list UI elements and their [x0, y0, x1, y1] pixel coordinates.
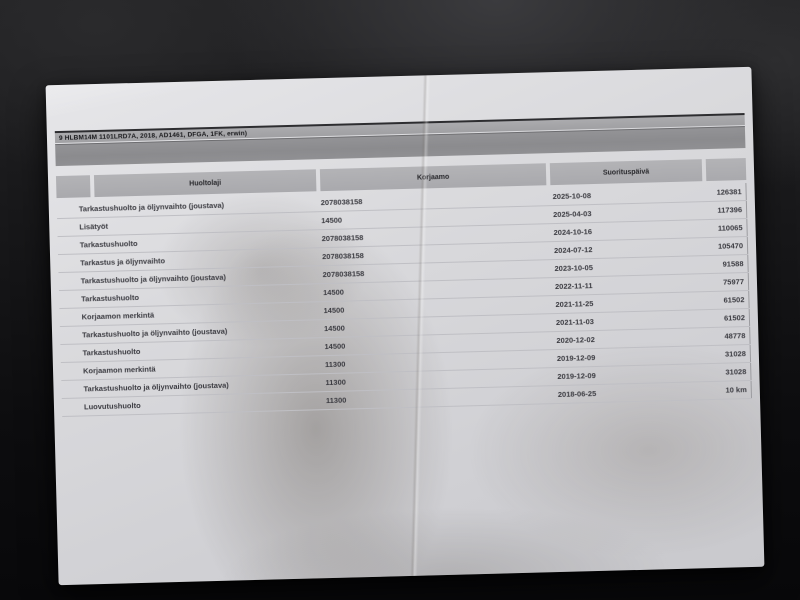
cell-korjaamo: 14500 [321, 215, 343, 226]
cell-suorituspaiva: 2024-07-12 [553, 245, 593, 256]
cell-mittarilukema: 105470 [705, 236, 749, 256]
cell-korjaamo: 11300 [325, 395, 347, 406]
table-body: Tarkastushuolto ja öljynvaihto (joustava… [56, 183, 753, 418]
cell-korjaamo: 2078038158 [322, 251, 364, 262]
cell-suorituspaiva: 2023-10-05 [554, 263, 594, 274]
cell-korjaamo: 11300 [324, 359, 346, 370]
cell-korjaamo: 2078038158 [322, 269, 365, 280]
cell-huoltolaji: Tarkastushuolto ja öljynvaihto (joustava… [80, 272, 227, 286]
cell-huoltolaji: Korjaamon merkintä [81, 310, 155, 322]
cell-mittarilukema: 10 km [709, 380, 753, 400]
cell-huoltolaji: Tarkastushuolto ja öljynvaihto (joustava… [83, 380, 229, 394]
cell-suorituspaiva: 2021-11-25 [555, 299, 594, 310]
cell-mittarilukema: 31028 [709, 362, 752, 382]
cell-korjaamo: 14500 [323, 305, 345, 316]
cell-korjaamo: 14500 [323, 323, 346, 334]
cell-mittarilukema: 75977 [706, 272, 750, 292]
paper-document: 9 HLBM14M 1101LRD7A, 2018, AD1461, DFGA,… [45, 66, 765, 586]
cell-huoltolaji: Luovutushuolto [83, 400, 141, 412]
cell-suorituspaiva: 2022-11-11 [554, 281, 593, 292]
cell-korjaamo: 2078038158 [321, 233, 364, 244]
cell-suorituspaiva: 2024-10-16 [553, 227, 593, 238]
cell-suorituspaiva: 2019-12-09 [557, 371, 596, 382]
cell-huoltolaji: Tarkastushuolto [81, 292, 140, 304]
header-cell-empty-right [705, 158, 747, 182]
cell-mittarilukema: 110065 [705, 219, 748, 238]
header-suorituspaiva: Suorituspäivä [549, 159, 703, 186]
cell-huoltolaji: Tarkastushuolto [82, 346, 141, 358]
cell-mittarilukema: 31028 [708, 344, 752, 364]
cell-korjaamo: 14500 [322, 287, 345, 298]
cell-mittarilukema: 126381 [704, 183, 747, 202]
cell-suorituspaiva: 2019-12-09 [556, 353, 596, 364]
cell-korjaamo: 14500 [324, 341, 346, 352]
cell-mittarilukema: 117396 [704, 201, 748, 220]
cell-huoltolaji: Tarkastushuolto [79, 238, 138, 250]
cell-mittarilukema: 61502 [707, 308, 751, 328]
header-korjaamo: Korjaamo [319, 163, 547, 192]
cell-korjaamo: 11300 [325, 377, 347, 388]
header-huoltolaji: Huoltolaji [93, 169, 317, 198]
cell-huoltolaji: Tarkastushuolto ja öljynvaihto (joustava… [82, 326, 228, 340]
cell-mittarilukema: 91588 [706, 254, 749, 274]
cell-suorituspaiva: 2021-11-03 [555, 317, 595, 328]
cell-huoltolaji: Tarkastus ja öljynvaihto [80, 256, 166, 268]
cell-suorituspaiva: 2020-12-02 [556, 335, 595, 346]
cell-huoltolaji: Lisätyöt [79, 221, 109, 232]
cell-suorituspaiva: 2025-10-08 [552, 191, 592, 202]
cell-huoltolaji: Tarkastushuolto ja öljynvaihto (joustava… [78, 200, 225, 214]
cell-suorituspaiva: 2018-06-25 [557, 389, 597, 400]
cell-mittarilukema: 48778 [708, 326, 751, 346]
cell-korjaamo: 2078038158 [320, 197, 363, 208]
cell-huoltolaji: Korjaamon merkintä [82, 364, 156, 376]
cell-suorituspaiva: 2025-04-03 [553, 209, 592, 220]
cell-mittarilukema: 61502 [707, 290, 750, 310]
header-cell-empty-left [55, 175, 91, 199]
printed-content: 9 HLBM14M 1101LRD7A, 2018, AD1461, DFGA,… [54, 113, 753, 418]
